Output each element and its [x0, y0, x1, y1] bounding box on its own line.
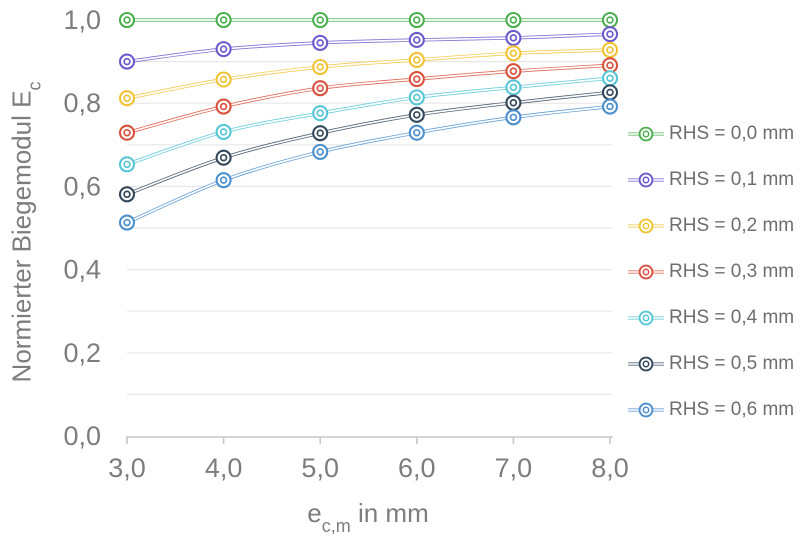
- legend-item-1: RHS = 0,1 mm: [628, 169, 794, 191]
- data-point-inner: [219, 16, 228, 24]
- data-point-inner: [316, 129, 324, 137]
- data-point-inner: [219, 153, 228, 162]
- legend-marker-icon: [628, 356, 664, 372]
- data-point-inner: [123, 128, 131, 137]
- y-tick-label: 0,6: [63, 171, 101, 201]
- legend-marker-icon: [628, 402, 664, 418]
- x-axis-title-unit: in mm: [350, 498, 429, 528]
- data-point-inner: [509, 99, 518, 107]
- data-point-inner: [316, 109, 324, 117]
- data-point-inner: [219, 128, 228, 136]
- series-line-core-1: [126, 33, 611, 63]
- legend-item-2: RHS = 0,2 mm: [628, 215, 794, 237]
- legend-marker-icon: [628, 310, 664, 326]
- x-tick-label: 6,0: [398, 453, 436, 483]
- data-point-inner: [509, 16, 518, 24]
- series-line-core-4: [126, 77, 611, 166]
- y-axis-title-text: Normierter Biegemodul E: [6, 90, 37, 383]
- legend-marker-icon: [628, 172, 664, 188]
- data-point-inner: [606, 102, 614, 111]
- y-axis-title-subscript: c: [24, 81, 45, 91]
- x-tick-label: 7,0: [495, 453, 533, 483]
- data-point-inner: [316, 84, 324, 92]
- x-tick-label: 8,0: [591, 453, 629, 483]
- data-point-inner: [606, 88, 614, 97]
- y-tick-label: 0,2: [63, 338, 101, 368]
- y-axis-title: Normierter Biegemodul Ec: [6, 82, 45, 383]
- data-point-inner: [606, 74, 614, 82]
- data-point-inner: [123, 57, 131, 66]
- legend: RHS = 0,0 mm RHS = 0,1 mm RHS = 0,2 mm RHS …: [628, 0, 809, 547]
- data-point-inner: [219, 45, 228, 53]
- series-line-4: [126, 76, 611, 166]
- data-point-inner: [123, 218, 131, 227]
- y-tick-label: 1,0: [63, 5, 101, 35]
- data-point-inner: [509, 34, 518, 42]
- data-point-inner: [413, 111, 421, 119]
- series-line-5: [126, 90, 611, 196]
- data-point-inner: [316, 63, 324, 71]
- data-point-inner: [413, 16, 421, 24]
- data-point-inner: [316, 39, 324, 47]
- data-point-inner: [413, 36, 421, 44]
- legend-item-4: RHS = 0,4 mm: [628, 307, 794, 329]
- data-point-inner: [316, 148, 324, 156]
- x-tick-label: 3,0: [108, 453, 146, 483]
- data-point-inner: [413, 128, 421, 137]
- data-point-inner: [413, 75, 421, 83]
- series-line-1: [126, 32, 611, 64]
- data-point-inner: [606, 61, 614, 70]
- data-point-inner: [606, 46, 614, 54]
- legend-item-5: RHS = 0,5 mm: [628, 353, 794, 375]
- data-point-inner: [413, 56, 421, 64]
- data-point-inner: [316, 16, 324, 24]
- data-point-inner: [123, 94, 131, 102]
- legend-item-0: RHS = 0,0 mm: [628, 123, 794, 145]
- legend-label: RHS = 0,4 mm: [669, 307, 795, 328]
- legend-item-3: RHS = 0,3 mm: [628, 261, 794, 283]
- y-tick-label: 0,8: [63, 88, 101, 118]
- data-point-inner: [509, 49, 518, 58]
- data-point-inner: [509, 67, 518, 75]
- legend-label: RHS = 0,6 mm: [669, 399, 795, 420]
- data-point-inner: [219, 75, 228, 84]
- data-point-inner: [123, 16, 131, 24]
- y-tick-label: 0,0: [63, 421, 101, 451]
- x-axis-title-subscript: c,m: [321, 516, 351, 537]
- x-axis-title: ec,m in mm: [307, 498, 429, 535]
- data-point-inner: [509, 83, 518, 92]
- series-line-core-3: [126, 64, 611, 134]
- legend-label: RHS = 0,1 mm: [669, 169, 795, 190]
- data-point-inner: [606, 16, 614, 24]
- data-point-inner: [219, 176, 228, 184]
- data-point-inner: [123, 160, 131, 169]
- y-tick-label: 0,4: [63, 255, 101, 285]
- legend-marker-icon: [628, 218, 664, 234]
- data-point-inner: [413, 93, 421, 102]
- legend-label: RHS = 0,2 mm: [669, 215, 795, 236]
- series-line-core-2: [126, 49, 611, 100]
- series-line-core-5: [126, 91, 611, 196]
- data-point-inner: [219, 102, 228, 111]
- x-tick-label: 4,0: [205, 453, 243, 483]
- data-point-inner: [123, 190, 131, 199]
- legend-label: RHS = 0,0 mm: [669, 123, 795, 144]
- data-point-inner: [509, 113, 518, 122]
- data-point-inner: [606, 30, 614, 38]
- legend-marker-icon: [628, 264, 664, 280]
- legend-label: RHS = 0,3 mm: [669, 261, 795, 282]
- x-axis-title-text: e: [307, 498, 322, 528]
- legend-item-6: RHS = 0,6 mm: [628, 399, 794, 421]
- legend-label: RHS = 0,5 mm: [669, 353, 795, 374]
- legend-marker-icon: [628, 126, 664, 142]
- series-line-2: [126, 48, 611, 100]
- x-tick-label: 5,0: [301, 453, 339, 483]
